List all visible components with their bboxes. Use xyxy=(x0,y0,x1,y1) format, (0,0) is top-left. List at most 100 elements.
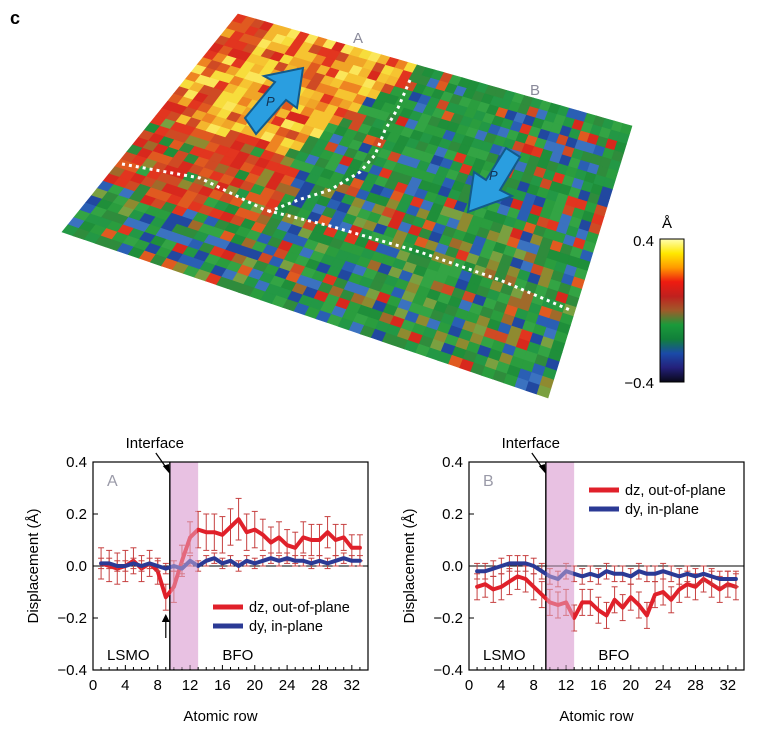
data-point xyxy=(293,559,297,563)
data-point xyxy=(334,559,338,563)
dip-marker-arrow-icon xyxy=(161,614,170,622)
data-point xyxy=(612,598,617,602)
data-point xyxy=(99,561,103,566)
data-point xyxy=(693,574,698,579)
data-point xyxy=(596,574,601,579)
data-point xyxy=(491,587,495,592)
interface-band-overlay xyxy=(170,463,198,669)
data-point xyxy=(269,541,273,545)
x-tick-label: 32 xyxy=(719,677,736,694)
x-tick-label: 28 xyxy=(687,677,704,694)
data-point xyxy=(718,577,722,581)
data-point xyxy=(653,593,657,597)
data-point xyxy=(507,580,512,584)
data-point xyxy=(164,595,168,599)
data-point xyxy=(358,559,362,563)
x-tick-label: 20 xyxy=(246,677,263,694)
data-point xyxy=(637,569,641,573)
data-point xyxy=(204,559,208,563)
map-label-a: A xyxy=(353,30,363,47)
y-tick-label: 0.0 xyxy=(442,558,463,575)
interface-label: Interface xyxy=(502,435,560,452)
panel-letter: A xyxy=(107,473,118,490)
domain-wall-line-diagonal xyxy=(267,79,412,214)
domain-wall-line xyxy=(121,162,571,312)
data-point xyxy=(277,535,281,540)
data-point xyxy=(245,530,249,534)
data-point xyxy=(718,587,722,592)
data-point xyxy=(164,567,168,571)
data-point xyxy=(645,613,649,618)
y-tick-label: 0.2 xyxy=(442,506,463,523)
x-axis-label: Atomic row xyxy=(559,708,633,725)
data-point xyxy=(524,561,528,566)
data-point xyxy=(588,572,592,576)
data-point xyxy=(301,559,305,563)
data-point xyxy=(653,572,657,576)
y-tick-label: 0.0 xyxy=(66,558,87,575)
data-point xyxy=(726,577,730,581)
data-point xyxy=(637,603,641,607)
interface-arrowhead-icon xyxy=(162,464,170,474)
data-point xyxy=(701,572,706,576)
x-tick-label: 8 xyxy=(530,677,538,694)
x-tick-label: 16 xyxy=(590,677,607,694)
legend-label: dz, out-of-plane xyxy=(625,483,726,499)
x-tick-label: 20 xyxy=(622,677,639,694)
interface-arrowhead-icon xyxy=(538,464,546,474)
x-tick-label: 24 xyxy=(279,677,296,694)
data-point xyxy=(612,572,617,576)
data-point xyxy=(677,574,681,579)
data-point xyxy=(693,585,698,589)
data-point xyxy=(556,577,560,581)
data-point xyxy=(358,546,362,550)
data-point xyxy=(309,561,313,566)
data-point xyxy=(261,533,265,537)
data-point xyxy=(596,608,601,612)
data-point xyxy=(317,559,322,563)
series-line xyxy=(475,574,738,620)
data-point xyxy=(588,600,592,605)
x-tick-label: 0 xyxy=(89,677,97,694)
data-point xyxy=(661,590,665,594)
data-point xyxy=(269,556,273,560)
data-point xyxy=(564,569,568,573)
data-point xyxy=(285,556,289,560)
y-axis-label: Displacement (Å) xyxy=(25,508,42,623)
panel-label: c xyxy=(10,8,20,28)
polarization-arrow-up-icon: P xyxy=(243,66,305,136)
data-point xyxy=(350,546,354,550)
data-point xyxy=(580,574,584,579)
legend-label: dy, in-plane xyxy=(249,619,323,635)
data-point xyxy=(123,564,127,568)
data-point xyxy=(556,603,560,607)
x-tick-label: 16 xyxy=(214,677,231,694)
data-point xyxy=(515,574,520,579)
colorbar-bar xyxy=(659,238,685,383)
x-tick-label: 32 xyxy=(343,677,360,694)
data-point xyxy=(580,600,584,605)
data-point xyxy=(236,564,241,568)
data-point xyxy=(180,559,184,563)
data-point xyxy=(172,585,176,589)
data-point xyxy=(483,582,487,586)
chart-b: 0 4 8 12 16 20 24 28 32 −0.4 −0.2 0.0 0.2 0.4 Atomic r… xyxy=(401,435,745,725)
x-tick-label: 0 xyxy=(465,677,473,694)
data-point xyxy=(293,546,297,550)
data-point xyxy=(342,535,346,540)
region-label-bfo: BFO xyxy=(598,647,629,664)
data-point xyxy=(621,572,625,576)
data-point xyxy=(629,595,633,599)
y-tick-label: 0.4 xyxy=(442,454,463,471)
map-label-b: B xyxy=(530,82,540,99)
colorbar: Å 0.4 −0.4 xyxy=(624,215,685,392)
data-point xyxy=(131,561,136,566)
data-point xyxy=(532,564,536,568)
y-tick-label: 0.4 xyxy=(66,454,87,471)
data-point xyxy=(548,574,552,579)
region-label-lsmo: LSMO xyxy=(107,647,150,664)
data-point xyxy=(491,567,495,571)
data-point xyxy=(301,535,305,540)
data-point xyxy=(475,569,479,573)
legend-label: dy, in-plane xyxy=(625,502,699,518)
